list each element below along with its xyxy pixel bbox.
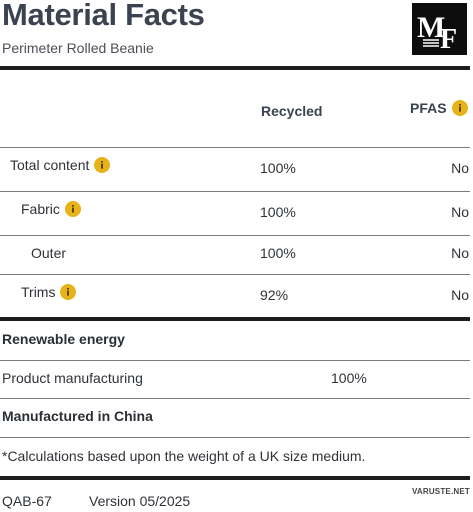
outer-pfas: No	[451, 245, 469, 261]
row-divider	[0, 437, 470, 438]
info-icon[interactable]	[60, 284, 77, 300]
fabric-recycled: 100%	[260, 204, 296, 220]
row-divider	[0, 235, 470, 236]
trims-pfas: No	[451, 287, 469, 303]
row-divider	[0, 274, 470, 275]
row-divider	[0, 398, 470, 399]
product-name: Perimeter Rolled Beanie	[2, 40, 154, 56]
row-divider	[0, 147, 470, 148]
row-label: Trims	[21, 284, 56, 300]
row-divider	[0, 191, 470, 192]
column-recycled: Recycled	[261, 103, 323, 119]
total-content-pfas: No	[451, 160, 469, 176]
header-divider	[0, 66, 470, 70]
outer-recycled: 100%	[260, 245, 296, 261]
material-facts-logo-icon: M F	[417, 11, 457, 49]
column-pfas-label: PFAS	[410, 100, 447, 116]
section-divider	[0, 317, 470, 321]
info-icon[interactable]	[64, 201, 81, 217]
product-manufacturing-value: 100%	[331, 370, 367, 386]
footer-divider	[0, 476, 470, 480]
trims-recycled: 92%	[260, 287, 289, 303]
row-divider	[0, 360, 470, 361]
svg-text:F: F	[440, 24, 457, 49]
total-content-recycled: 100%	[260, 160, 296, 176]
page-title: Material Facts	[2, 0, 205, 32]
info-icon[interactable]	[94, 157, 111, 173]
version-label: Version 05/2025	[89, 493, 191, 509]
watermark: VARUSTE.NET	[411, 487, 470, 496]
renewable-energy-heading: Renewable energy	[2, 331, 125, 347]
product-manufacturing-label: Product manufacturing	[2, 370, 143, 386]
column-pfas: PFAS	[410, 100, 468, 116]
info-icon[interactable]	[451, 100, 468, 116]
origin-text: Manufactured in China	[2, 408, 153, 424]
svg-text:M: M	[417, 11, 445, 44]
fabric-pfas: No	[451, 204, 469, 220]
row-trims-label: Trims	[21, 284, 77, 300]
product-code: QAB-67	[2, 493, 52, 509]
row-label: Fabric	[21, 201, 60, 217]
footnote: *Calculations based upon the weight of a…	[2, 448, 366, 464]
row-label: Total content	[10, 157, 90, 173]
row-total-content-label: Total content	[10, 157, 111, 173]
row-fabric-label: Fabric	[21, 201, 81, 217]
brand-logo: M F	[412, 3, 467, 55]
row-outer-label: Outer	[31, 245, 67, 261]
